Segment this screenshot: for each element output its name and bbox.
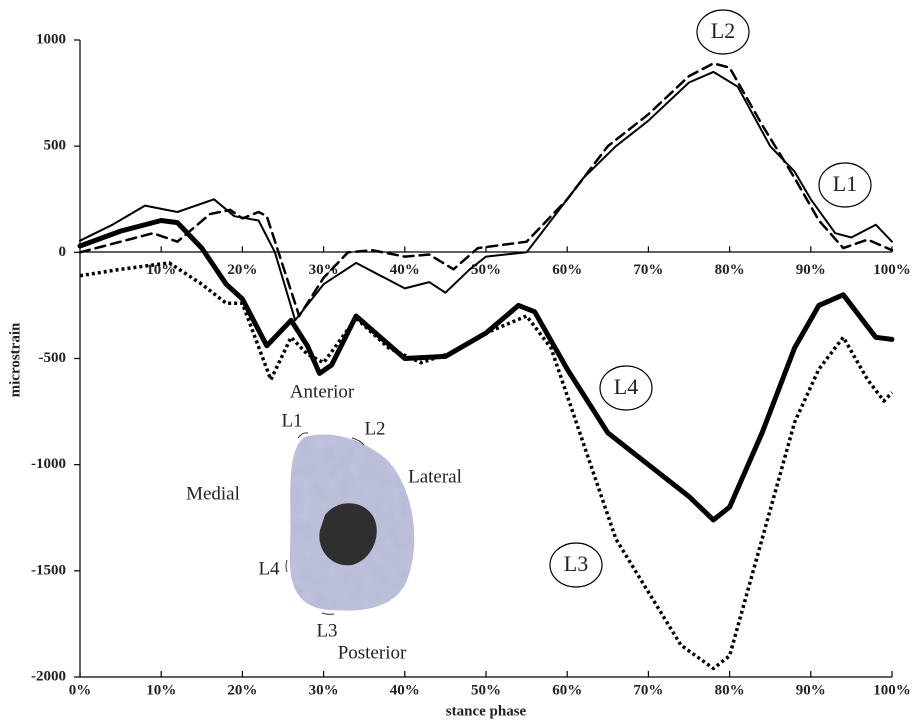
inset-site: L2 [364, 418, 385, 439]
y-tick-label: 500 [44, 138, 67, 154]
inset-label: Anterior [290, 381, 355, 402]
x-tick-label: 80% [715, 262, 745, 278]
chart: microstrain stance phase Anterior Poster… [0, 0, 921, 724]
legend-label: L1 [833, 171, 857, 196]
x-tick-label: 70% [633, 262, 663, 278]
x-tick-label: 20% [227, 262, 257, 278]
x-tick-label: 100% [873, 262, 911, 278]
x-tick-label: 60% [552, 682, 582, 698]
x-tick-label: 10% [146, 682, 176, 698]
inset-site: L4 [258, 558, 280, 579]
x-tick-label: 40% [390, 682, 420, 698]
inset-label: Lateral [408, 466, 462, 487]
x-tick-label: 30% [309, 682, 339, 698]
legend-label: L4 [614, 374, 638, 399]
x-tick-label: 70% [633, 682, 663, 698]
x-tick-label: 0% [69, 682, 92, 698]
y-tick-label: -1000 [31, 456, 66, 472]
legend-label: L3 [564, 551, 588, 576]
y-tick-label: 0 [59, 244, 67, 260]
x-axis-label: stance phase [446, 703, 527, 719]
y-tick-label: 1000 [36, 31, 66, 47]
gauge-mark [322, 613, 334, 614]
x-tick-label: 30% [309, 262, 339, 278]
legend-label: L2 [711, 18, 735, 43]
y-axis-label: microstrain [7, 322, 23, 397]
series-line [80, 63, 892, 316]
x-tick-label: 80% [715, 682, 745, 698]
x-tick-label: 100% [873, 682, 911, 698]
inset-label: Posterior [338, 642, 407, 663]
inset-site: L1 [281, 410, 302, 431]
x-tick-label: 90% [796, 262, 826, 278]
y-tick-label: -2000 [31, 668, 66, 684]
x-tick-label: 20% [227, 682, 257, 698]
y-tick-label: -1500 [31, 562, 66, 578]
gauge-mark [286, 560, 287, 572]
x-tick-label: 50% [471, 682, 501, 698]
inset: Anterior Posterior Medial Lateral L1 L2 … [186, 381, 462, 663]
x-tick-label: 90% [796, 682, 826, 698]
inset-site: L3 [316, 620, 337, 641]
y-tick-label: -500 [39, 350, 67, 366]
x-tick-label: 40% [390, 262, 420, 278]
x-tick-label: 60% [552, 262, 582, 278]
inset-label: Medial [186, 483, 240, 504]
series-line [80, 263, 892, 669]
